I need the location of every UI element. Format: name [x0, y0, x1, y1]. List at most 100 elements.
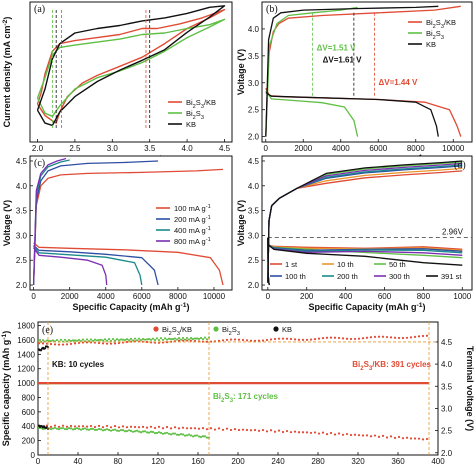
charge-voltage-point — [409, 336, 413, 339]
charge-curve — [265, 5, 439, 137]
y-axis-title: Voltage (V) — [236, 49, 246, 95]
charge-voltage-point — [181, 336, 185, 340]
charge-voltage-point — [249, 339, 253, 342]
y-tick-label: 2.0 — [248, 133, 260, 142]
discharge-voltage-point — [105, 424, 109, 428]
plot-frame — [261, 1, 473, 143]
charge-voltage-point — [73, 339, 77, 342]
discharge-voltage-point — [87, 428, 91, 431]
x-tick-label: 280 — [311, 457, 325, 466]
charge-voltage-point — [121, 338, 125, 341]
x-tick-label: 80 — [114, 457, 123, 466]
x-tick-label: 10000 — [442, 144, 465, 153]
y-tick-label: 2.5 — [248, 256, 260, 265]
legend-marker — [213, 326, 219, 332]
charge-voltage-point — [165, 338, 169, 341]
charge-voltage-point — [73, 342, 77, 345]
charge-voltage-point — [153, 338, 157, 342]
discharge-voltage-point — [361, 434, 365, 437]
discharge-voltage-point — [61, 426, 65, 430]
discharge-voltage-point — [133, 430, 137, 433]
discharge-voltage-point — [191, 435, 195, 438]
discharge-voltage-point — [141, 430, 145, 433]
discharge-voltage-point — [121, 429, 125, 432]
discharge-curve — [265, 90, 359, 137]
charge-voltage-point — [317, 337, 321, 340]
discharge-voltage-point — [385, 436, 389, 439]
discharge-voltage-point — [149, 430, 153, 433]
discharge-voltage-point — [95, 428, 99, 431]
y-tick-label: 1000 — [17, 379, 35, 388]
charge-voltage-point — [89, 338, 93, 341]
discharge-voltage-point — [113, 428, 117, 431]
charge-voltage-point — [77, 338, 81, 342]
y2-tick-label: 2.5 — [441, 427, 453, 436]
discharge-voltage-point — [57, 425, 61, 428]
x-tick-label: 0 — [264, 144, 269, 153]
x-tick-label: 4000 — [332, 144, 350, 153]
charge-voltage-point — [179, 338, 183, 341]
discharge-voltage-point — [147, 431, 151, 434]
y-tick-label: 3.5 — [248, 207, 260, 216]
discharge-voltage-point — [89, 427, 93, 430]
charge-voltage-point — [377, 335, 381, 338]
discharge-voltage-point — [261, 428, 265, 432]
y-tick-label: 2.0 — [16, 281, 28, 290]
discharge-voltage-point — [157, 425, 161, 428]
x-axis-title: Specific Capacity (mAh g-1) — [72, 302, 189, 313]
discharge-voltage-point — [71, 428, 75, 431]
charge-voltage-point — [165, 341, 169, 344]
charge-curve — [32, 157, 67, 286]
charge-voltage-point — [45, 342, 49, 345]
y-tick-label: 800 — [22, 393, 36, 402]
discharge-voltage-point — [201, 427, 205, 430]
discharge-voltage-point — [85, 428, 89, 431]
charge-voltage-point — [187, 338, 191, 341]
charge-voltage-point — [265, 338, 269, 342]
discharge-voltage-point — [69, 424, 73, 428]
y-tick-label: 3.0 — [16, 231, 28, 240]
discharge-voltage-point — [45, 424, 49, 427]
charge-voltage-point — [49, 342, 53, 346]
discharge-voltage-point — [79, 428, 83, 431]
y-tick-label: 1800 — [17, 322, 35, 331]
charge-curve — [32, 168, 224, 286]
discharge-voltage-point — [83, 427, 87, 430]
discharge-voltage-point — [293, 430, 297, 433]
x-tick-label: 0 — [36, 457, 41, 466]
y-tick-label: 2.0 — [248, 281, 260, 290]
y-tick-label: 400 — [22, 422, 36, 431]
panel-c: 0 2000 4000 6000 8000 10000 2.0 2.5 3.0 3.5 4.0 4.5… — [2, 155, 233, 313]
x-tick-label: 160 — [191, 457, 205, 466]
charge-voltage-point — [149, 338, 153, 341]
discharge-voltage-point — [369, 435, 373, 438]
discharge-voltage-point — [117, 426, 121, 429]
x-tick-label: 400 — [431, 457, 445, 466]
charge-voltage-point — [105, 339, 109, 342]
discharge-voltage-point — [101, 429, 105, 432]
legend-label: Bi2S3 — [186, 109, 204, 121]
discharge-voltage-point — [269, 429, 273, 432]
discharge-voltage-point — [125, 426, 129, 429]
discharge-voltage-point — [137, 430, 141, 433]
legend-label: 300 th — [389, 272, 410, 281]
charge-voltage-point — [85, 341, 89, 344]
discharge-voltage-point — [135, 429, 139, 432]
discharge-voltage-point — [115, 429, 119, 432]
discharge-voltage-point — [55, 427, 59, 430]
y2-tick-label: 3.5 — [441, 382, 453, 391]
legend-label: 200 th — [337, 272, 358, 281]
charge-curve — [265, 5, 461, 137]
discharge-voltage-point — [401, 437, 405, 440]
charge-voltage-point — [183, 338, 187, 341]
x-tick-label: 10000 — [203, 292, 226, 301]
plot-frame — [261, 155, 473, 291]
discharge-voltage-point — [109, 426, 113, 429]
discharge-voltage-point — [281, 430, 285, 434]
charge-voltage-point — [93, 338, 97, 341]
discharge-voltage-point — [421, 438, 425, 441]
discharge-voltage-point — [241, 428, 245, 431]
charge-voltage-point — [61, 343, 65, 346]
discharge-voltage-point — [177, 427, 181, 430]
x-tick-label: 6000 — [369, 144, 387, 153]
